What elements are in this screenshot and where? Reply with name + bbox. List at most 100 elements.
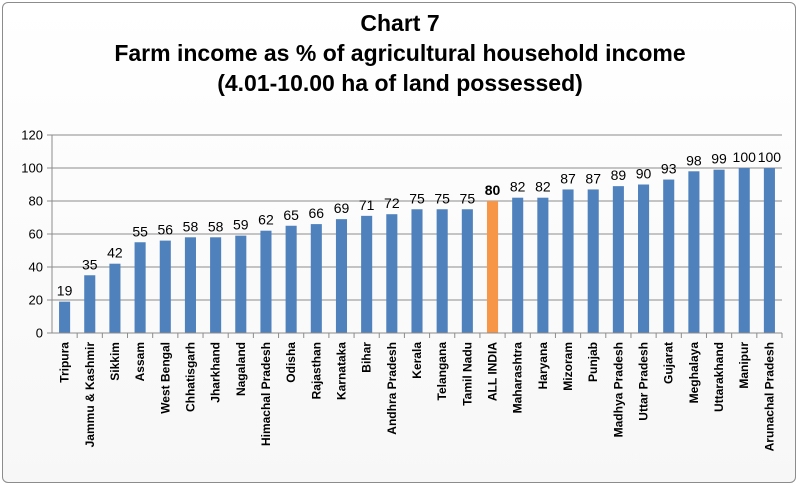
x-category-label: Punjab [586, 342, 600, 382]
data-label: 55 [132, 223, 148, 239]
data-label: 62 [258, 212, 274, 228]
bar-gujarat [663, 179, 675, 333]
bar-tamil-nadu [461, 209, 473, 333]
data-label: 58 [183, 218, 199, 234]
data-label: 58 [208, 218, 224, 234]
x-category-label: Andhra Pradesh [385, 342, 399, 435]
bars [59, 168, 775, 333]
x-category-label: Rajasthan [309, 342, 323, 399]
x-category-label: Tripura [58, 342, 72, 383]
data-label: 80 [485, 182, 501, 198]
y-tick-label: 60 [29, 227, 43, 242]
x-category-label: Assam [133, 342, 147, 381]
data-label: 75 [409, 190, 425, 206]
x-category-label: Gujarat [662, 342, 676, 384]
data-label: 59 [233, 217, 249, 233]
chart-title: Chart 7 Farm income as % of agricultural… [0, 8, 800, 98]
y-tick-label: 100 [21, 161, 43, 176]
y-tick-label: 40 [29, 260, 43, 275]
data-label: 98 [686, 152, 702, 168]
bar-sikkim [109, 263, 121, 333]
data-label: 82 [510, 179, 526, 195]
x-category-label: Chhatisgarh [183, 342, 197, 412]
bar-haryana [537, 197, 549, 333]
x-category-label: Sikkim [108, 342, 122, 381]
data-label: 100 [758, 149, 782, 165]
data-label: 100 [733, 149, 757, 165]
chart-title-line-1: Chart 7 [360, 10, 440, 36]
bar-mizoram [562, 189, 574, 333]
x-category-label: Nagaland [234, 342, 248, 396]
bar-meghalaya [688, 171, 700, 333]
data-label: 75 [460, 190, 476, 206]
x-category-label: ALL INDIA [486, 342, 500, 401]
bar-andhra-pradesh [386, 214, 398, 333]
bar-punjab [587, 189, 599, 333]
bar-uttarakhand [713, 169, 725, 333]
y-tick-label: 120 [21, 128, 43, 143]
data-label: 66 [309, 205, 325, 221]
x-category-label: Mizoram [561, 342, 575, 391]
x-category-label: West Bengal [158, 342, 172, 414]
x-category-label: Meghalaya [687, 342, 701, 404]
data-label: 69 [334, 200, 350, 216]
y-tick-label: 0 [36, 326, 43, 341]
bar-uttar-pradesh [638, 184, 650, 333]
bar-odisha [285, 225, 297, 333]
bar-chhatisgarh [184, 237, 196, 333]
bar-all-india [486, 201, 499, 333]
data-label: 65 [283, 207, 299, 223]
data-label: 56 [157, 222, 173, 238]
x-category-label: Arunachal Pradesh [762, 342, 776, 451]
bar-nagaland [235, 235, 247, 333]
x-category-label: Madhya Pradesh [611, 342, 625, 437]
x-category-label: Haryana [536, 342, 550, 390]
x-category-label: Uttar Pradesh [637, 342, 651, 421]
axes [47, 134, 783, 338]
y-tick-label: 20 [29, 293, 43, 308]
data-label: 71 [359, 197, 375, 213]
x-category-label: Maharashtra [511, 342, 525, 414]
data-label: 93 [661, 161, 677, 177]
bar-himachal-pradesh [260, 230, 272, 333]
chart-title-line-2: Farm income as % of agricultural househo… [114, 40, 686, 66]
bar-karnataka [335, 219, 348, 333]
bar-kerala [411, 209, 423, 333]
x-category-label: Himachal Pradesh [259, 342, 273, 446]
bar-telangana [436, 209, 448, 333]
bar-maharashtra [512, 197, 524, 333]
data-label: 90 [636, 166, 652, 182]
x-category-label: Jammu & Kashmir [83, 342, 97, 448]
data-label: 89 [611, 167, 627, 183]
x-category-label: Odisha [284, 342, 298, 383]
data-label: 82 [535, 179, 551, 195]
data-label: 75 [434, 190, 450, 206]
labels: 0 20 40 60 80 100 120 19 Tripura 35 Jammu & Kashmi… [21, 128, 781, 452]
bar-arunachal-pradesh [763, 168, 775, 333]
bar-tripura [59, 301, 71, 333]
data-label: 35 [82, 256, 98, 272]
data-label: 19 [57, 283, 73, 299]
bar-bihar [361, 215, 373, 333]
bar-jammu-kashmir [84, 275, 96, 333]
bar-manipur [738, 168, 750, 333]
x-category-label: Kerala [410, 342, 424, 379]
x-category-label: Uttarakhand [712, 342, 726, 412]
bar-rajasthan [310, 224, 322, 333]
data-label: 42 [107, 245, 123, 261]
y-tick-label: 80 [29, 194, 43, 209]
chart-title-line-3: (4.01-10.00 ha of land possessed) [217, 70, 583, 96]
bar-madhya-pradesh [612, 186, 624, 333]
bar-jharkhand [210, 237, 222, 333]
data-label: 99 [711, 151, 727, 167]
x-category-label: Bihar [360, 342, 374, 373]
x-category-label: Telangana [435, 342, 449, 401]
x-category-label: Manipur [737, 342, 751, 389]
data-label: 87 [560, 170, 576, 186]
x-category-label: Jharkhand [209, 342, 223, 403]
bar-west-bengal [159, 240, 171, 333]
x-category-label: Karnataka [334, 342, 348, 400]
data-label: 87 [585, 170, 601, 186]
data-label: 72 [384, 195, 400, 211]
